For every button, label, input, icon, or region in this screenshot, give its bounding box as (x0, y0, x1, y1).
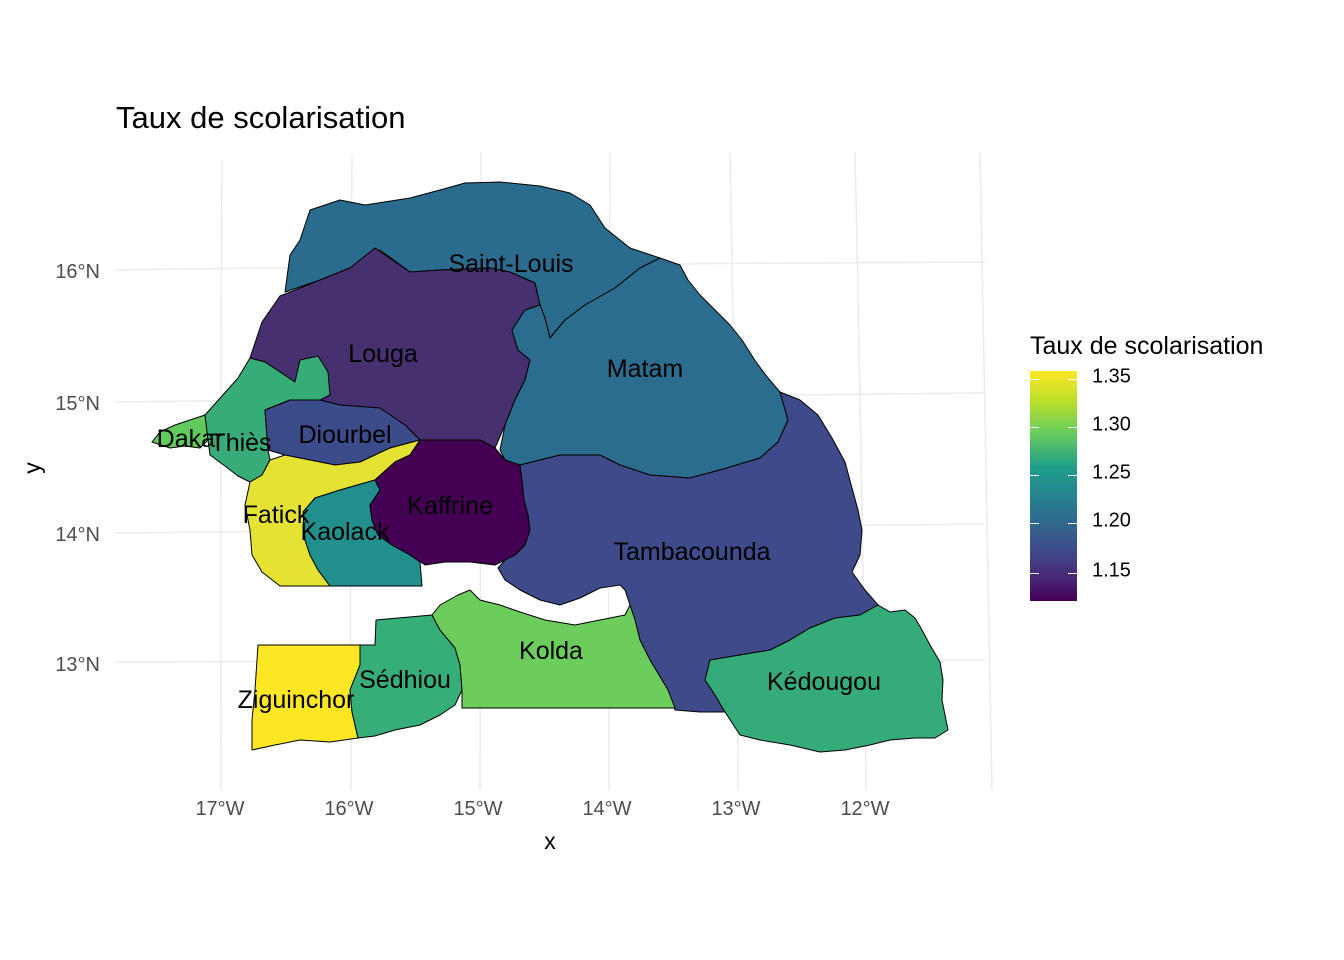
y-tick: 16°N (55, 261, 100, 283)
label-saint-louis: Saint-Louis (448, 250, 573, 278)
x-tick: 15°W (453, 798, 502, 820)
label-sedhiou: Sédhiou (359, 666, 451, 694)
label-kedougou: Kédougou (767, 668, 881, 696)
label-dakar: Dakar (157, 425, 224, 453)
y-tick: 13°N (55, 654, 100, 676)
label-diourbel: Diourbel (298, 421, 391, 449)
region-labels: Saint-Louis Louga Matam Dakar Thiès Diou… (157, 250, 881, 714)
y-tick: 15°N (55, 393, 100, 415)
x-tick: 12°W (840, 798, 889, 820)
label-kaffrine: Kaffrine (407, 492, 493, 520)
region-kolda[interactable] (431, 589, 676, 709)
x-tick: 13°W (711, 798, 760, 820)
y-tick: 14°N (55, 524, 100, 546)
label-ziguinchor: Ziguinchor (238, 686, 355, 714)
x-tick: 17°W (195, 798, 244, 820)
legend-label: 1.20 (1092, 509, 1131, 532)
plot-title: Taux de scolarisation (116, 100, 406, 135)
label-matam: Matam (607, 355, 683, 383)
label-fatick: Fatick (243, 501, 310, 529)
label-louga: Louga (348, 340, 418, 368)
legend-colorbar (1030, 371, 1077, 601)
legend: Taux de scolarisation 1.35 1.30 1.25 1.2… (1030, 332, 1263, 603)
label-kaolack: Kaolack (301, 518, 390, 546)
label-thies: Thiès (210, 429, 271, 457)
legend-label: 1.35 (1092, 365, 1131, 388)
region-kedougou[interactable] (704, 604, 949, 753)
regions (151, 181, 949, 753)
legend-label: 1.30 (1092, 413, 1131, 436)
label-kolda: Kolda (519, 637, 583, 665)
legend-label: 1.15 (1092, 559, 1131, 582)
y-axis-label: y (19, 462, 45, 474)
x-tick: 16°W (324, 798, 373, 820)
region-sedhiou[interactable] (349, 614, 463, 739)
label-tambacounda: Tambacounda (613, 538, 770, 566)
legend-title: Taux de scolarisation (1030, 332, 1264, 360)
x-axis-label: x (544, 828, 556, 854)
legend-label: 1.25 (1092, 461, 1131, 484)
x-axis-ticks: 17°W 16°W 15°W 14°W 13°W 12°W (195, 798, 889, 820)
x-tick: 14°W (582, 798, 631, 820)
legend-body: 1.35 1.30 1.25 1.20 1.15 (1030, 366, 1263, 603)
y-axis-ticks: 13°N 14°N 15°N 16°N (55, 261, 100, 676)
